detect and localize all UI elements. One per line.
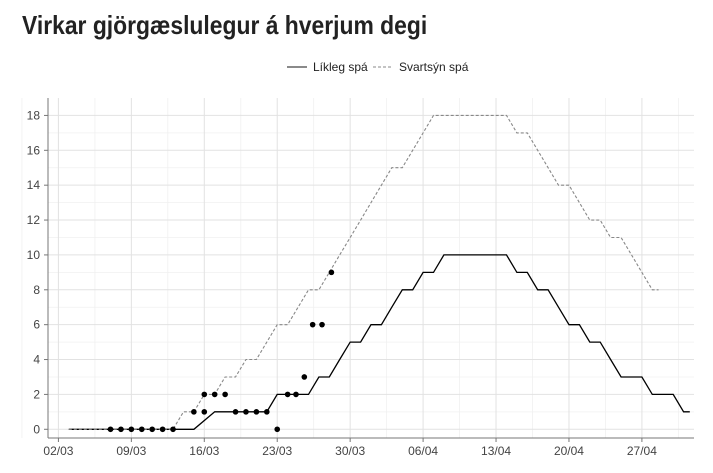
observed-point	[118, 426, 124, 433]
x-tick-label: 20/04	[554, 444, 584, 458]
series-line-svartsyn	[68, 114, 659, 430]
observed-point	[170, 426, 176, 433]
x-tick-label: 27/04	[627, 444, 657, 458]
y-tick-label: 6	[33, 318, 40, 332]
observed-point	[274, 426, 281, 433]
x-tick-label: 23/03	[262, 444, 292, 458]
observed-point	[128, 426, 135, 433]
y-tick-label: 8	[33, 283, 40, 297]
legend-label: Líkleg spá	[313, 60, 368, 74]
y-tick-label: 14	[27, 178, 41, 192]
x-tick-label: 02/03	[43, 444, 73, 458]
observed-point	[328, 269, 335, 276]
observed-point	[211, 391, 218, 398]
y-tick-label: 4	[33, 353, 40, 367]
y-tick-label: 16	[27, 143, 41, 157]
observed-point	[284, 391, 291, 398]
legend-label: Svartsýn spá	[399, 60, 469, 74]
observed-point	[293, 391, 299, 398]
plot-area: 0 2 4 6 8 10 12 14 16 18 02/03 09/03 16/03 23/03 30/03…	[21, 98, 694, 458]
x-tick-label: 09/03	[116, 444, 146, 458]
y-tick-label: 18	[27, 108, 41, 122]
y-tick-label: 2	[33, 387, 40, 401]
series-line-likleg	[68, 254, 690, 430]
observed-point	[243, 409, 249, 415]
observed-point	[201, 391, 208, 398]
x-tick-label: 06/04	[408, 444, 438, 458]
observed-point	[191, 409, 197, 415]
x-tick-label: 13/04	[481, 444, 511, 458]
chart-title: Virkar gjörgæslulegur á hverjum degi	[22, 10, 428, 40]
legend: Líkleg spá Svartsýn spá	[287, 60, 469, 74]
observed-point	[201, 409, 208, 415]
observed-point	[159, 426, 166, 433]
observed-point	[309, 321, 316, 328]
observed-point	[232, 409, 239, 415]
y-tick-label: 0	[33, 422, 40, 436]
x-tick-label: 30/03	[335, 444, 365, 458]
observed-point	[253, 409, 260, 415]
x-tick-label: 16/03	[189, 444, 219, 458]
y-tick-label: 12	[27, 213, 41, 227]
observed-point	[149, 426, 155, 433]
observed-point	[138, 426, 145, 433]
observed-point	[107, 426, 114, 433]
observed-point	[301, 374, 308, 380]
observed-point	[264, 409, 270, 415]
y-tick-label: 10	[27, 248, 41, 262]
observed-point	[319, 321, 325, 328]
observed-point	[222, 391, 228, 398]
